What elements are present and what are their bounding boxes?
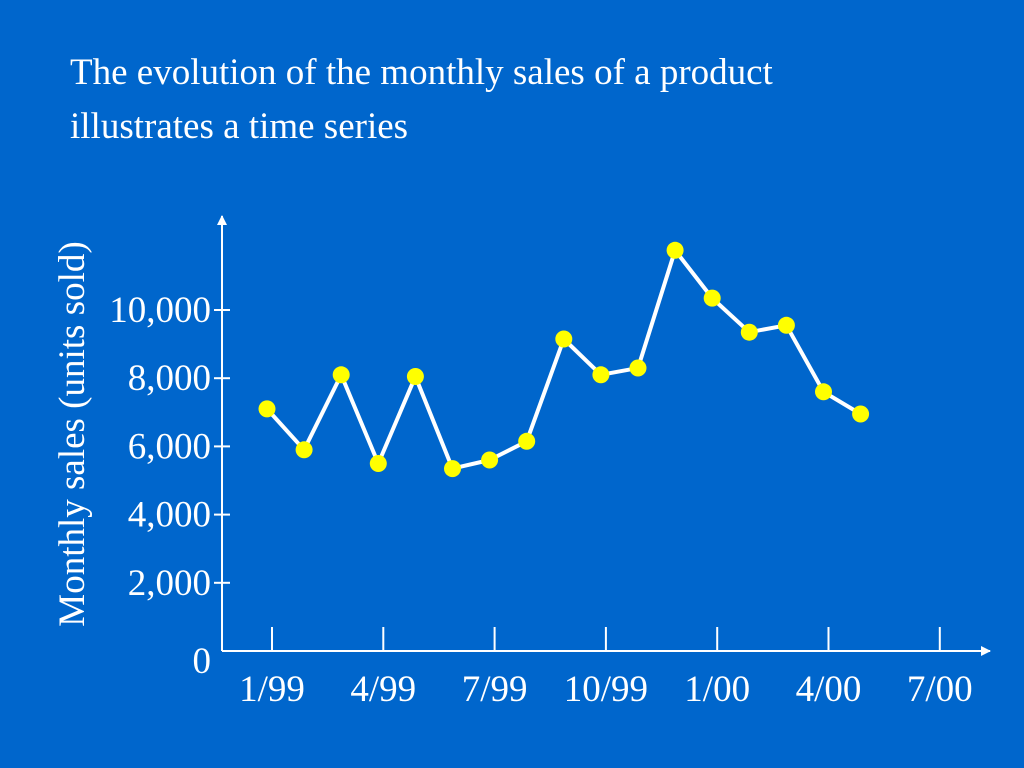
series-sales xyxy=(258,241,870,478)
x-tick-label: 1/99 xyxy=(239,669,305,710)
data-point xyxy=(295,441,313,459)
y-tick-label: 4,000 xyxy=(128,495,211,536)
y-tick-label: 10,000 xyxy=(109,290,211,331)
x-tick-label: 1/00 xyxy=(684,669,750,710)
x-tick-label: 10/99 xyxy=(564,669,648,710)
data-point xyxy=(852,405,870,423)
data-point xyxy=(406,368,424,385)
slide-title-line-2: illustrates a time series xyxy=(70,106,409,147)
slide-title: The evolution of the monthly sales of a … xyxy=(70,46,990,154)
y-tick-label: 6,000 xyxy=(128,426,211,467)
x-tick-label: 7/99 xyxy=(462,669,528,710)
x-tick-label: 4/00 xyxy=(796,669,862,710)
data-point xyxy=(666,241,684,259)
x-axis: 1/99 4/99 7/99 10/99 1/00 4/00 7/00 xyxy=(222,627,991,710)
y-tick-label: 0 xyxy=(193,641,212,682)
data-point xyxy=(740,323,758,341)
x-tick-label: 4/99 xyxy=(350,669,416,710)
data-point xyxy=(332,366,350,384)
y-axis: 0 2,000 4,000 6,000 8,000 10,000 xyxy=(109,215,230,682)
data-point xyxy=(518,432,536,450)
series-line xyxy=(265,248,862,471)
data-point xyxy=(629,359,647,377)
y-tick-label: 8,000 xyxy=(128,358,211,399)
data-point xyxy=(555,330,573,348)
data-point xyxy=(258,400,276,418)
y-axis-label: Monthly sales (units sold) xyxy=(52,241,93,626)
data-point xyxy=(592,366,610,384)
slide-title-line-1: The evolution of the monthly sales of a … xyxy=(70,52,773,93)
data-point xyxy=(777,316,795,334)
y-tick-label: 2,000 xyxy=(128,563,211,604)
x-tick-label: 7/00 xyxy=(907,669,973,710)
data-point xyxy=(703,289,721,307)
data-point xyxy=(444,460,461,478)
data-point xyxy=(481,451,499,469)
data-point xyxy=(815,383,832,401)
data-point xyxy=(369,455,387,472)
